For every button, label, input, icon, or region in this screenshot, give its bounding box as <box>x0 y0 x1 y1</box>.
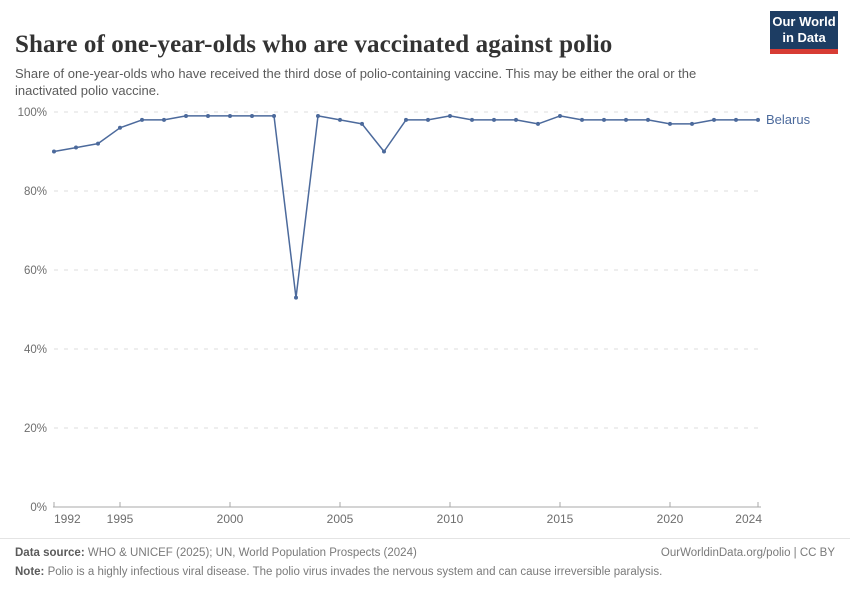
owid-logo[interactable]: Our World in Data <box>770 11 838 54</box>
data-point-belarus-2023[interactable] <box>734 117 738 122</box>
x-axis-label-2020: 2020 <box>657 512 684 526</box>
data-point-belarus-2020[interactable] <box>668 121 672 126</box>
data-point-belarus-1996[interactable] <box>140 117 144 122</box>
y-axis-label-80: 80% <box>24 186 47 198</box>
data-point-belarus-1993[interactable] <box>74 145 78 150</box>
data-point-belarus-2018[interactable] <box>624 117 628 122</box>
data-source-text: WHO & UNICEF (2025); UN, World Populatio… <box>84 547 417 559</box>
x-axis-label-1992: 1992 <box>54 512 81 526</box>
note-label: Note: <box>15 566 45 578</box>
footer-divider <box>0 538 850 539</box>
owid-logo-line2: in Data <box>782 30 826 45</box>
data-point-belarus-1999[interactable] <box>206 113 210 118</box>
note-line: Note: Polio is a highly infectious viral… <box>15 566 662 578</box>
data-point-belarus-2002[interactable] <box>272 113 276 118</box>
footer: Data source: WHO & UNICEF (2025); UN, Wo… <box>15 547 835 585</box>
data-point-belarus-2011[interactable] <box>470 117 474 122</box>
owid-logo-box: Our World in Data <box>770 11 838 49</box>
data-point-belarus-2003[interactable] <box>294 295 298 300</box>
data-point-belarus-2024[interactable] <box>756 117 760 122</box>
rights-link[interactable]: OurWorldinData.org/polio | CC BY <box>660 547 835 559</box>
data-point-belarus-1998[interactable] <box>184 113 188 118</box>
data-point-belarus-2014[interactable] <box>536 121 540 126</box>
x-axis-label-1995: 1995 <box>107 512 134 526</box>
data-point-belarus-2008[interactable] <box>404 117 408 122</box>
data-point-belarus-2009[interactable] <box>426 117 430 122</box>
x-axis-label-2010: 2010 <box>437 512 464 526</box>
x-axis-label-2024: 2024 <box>735 512 762 526</box>
data-source-line: Data source: WHO & UNICEF (2025); UN, Wo… <box>15 547 417 559</box>
page-subtitle: Share of one-year-olds who have received… <box>15 66 697 99</box>
owid-logo-accent-bar <box>770 49 838 54</box>
data-point-belarus-2010[interactable] <box>448 113 452 118</box>
x-axis-label-2005: 2005 <box>327 512 354 526</box>
x-axis-label-2000: 2000 <box>217 512 244 526</box>
data-point-belarus-2007[interactable] <box>382 149 386 154</box>
x-axis-label-2015: 2015 <box>547 512 574 526</box>
data-point-belarus-2012[interactable] <box>492 117 496 122</box>
line-chart-canvas[interactable]: 0% 20% 40% 60% 80% 100% 1992 1995 2000 2005 2010 20… <box>0 95 850 540</box>
data-point-belarus-2013[interactable] <box>514 117 518 122</box>
data-source-label: Data source: <box>15 547 85 559</box>
y-axis-label-0: 0% <box>30 502 47 514</box>
data-point-belarus-2015[interactable] <box>558 113 562 118</box>
page-title: Share of one-year-olds who are vaccinate… <box>15 30 613 58</box>
data-point-belarus-2001[interactable] <box>250 113 254 118</box>
y-axis-label-100: 100% <box>18 107 47 119</box>
series-end-label-belarus[interactable]: Belarus <box>766 112 811 127</box>
y-axis-label-20: 20% <box>24 423 47 435</box>
note-text: Polio is a highly infectious viral disea… <box>44 566 663 578</box>
data-point-belarus-2019[interactable] <box>646 117 650 122</box>
data-point-belarus-2006[interactable] <box>360 121 364 126</box>
data-point-belarus-1994[interactable] <box>96 141 100 146</box>
data-point-belarus-1992[interactable] <box>52 149 56 154</box>
data-point-belarus-2005[interactable] <box>338 117 342 122</box>
data-point-belarus-2017[interactable] <box>602 117 606 122</box>
data-point-belarus-2000[interactable] <box>228 113 232 118</box>
data-point-belarus-2022[interactable] <box>712 117 716 122</box>
data-point-belarus-2021[interactable] <box>690 121 694 126</box>
data-point-belarus-2004[interactable] <box>316 113 320 118</box>
y-axis-label-60: 60% <box>24 265 47 277</box>
data-point-belarus-2016[interactable] <box>580 117 584 122</box>
data-point-belarus-1997[interactable] <box>162 117 166 122</box>
owid-logo-line1: Our World <box>772 14 836 30</box>
data-point-belarus-1995[interactable] <box>118 125 122 130</box>
y-axis-label-40: 40% <box>24 344 47 356</box>
